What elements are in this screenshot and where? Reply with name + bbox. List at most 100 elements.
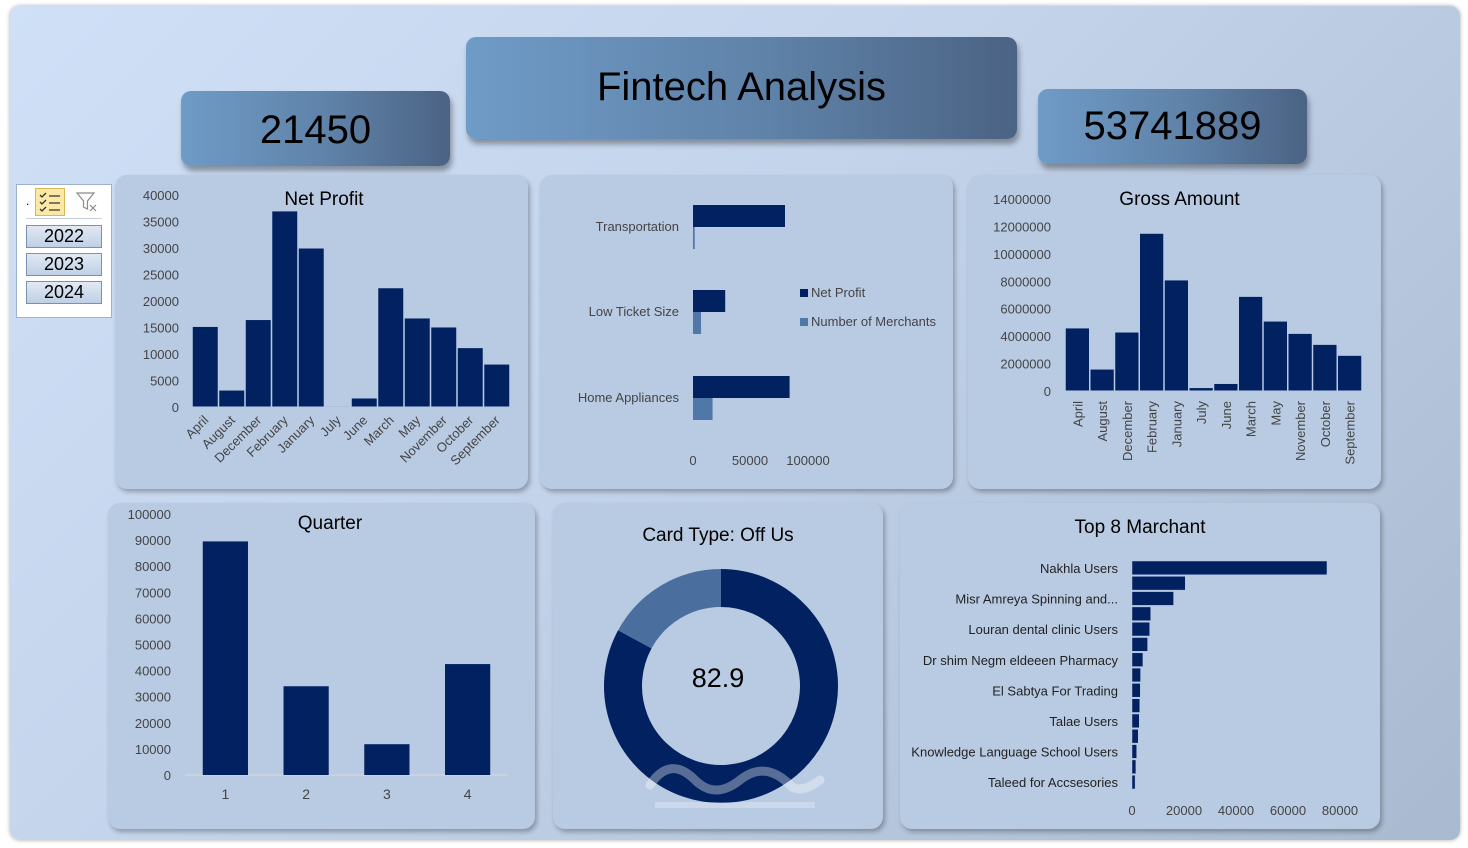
y-tick-label: 4000000	[1000, 329, 1051, 344]
y-tick-label: 5000	[150, 374, 179, 389]
category-label: Dr shim Negm eldeeen Pharmacy	[923, 653, 1119, 668]
card-type-card: Card Type: Off Us 82.9	[553, 503, 883, 829]
x-tick-label: 3	[383, 786, 391, 802]
y-tick-label: 8000000	[1000, 274, 1051, 289]
bar	[1131, 621, 1150, 637]
kpi-gross-amount-value: 53741889	[1083, 104, 1262, 148]
bar	[483, 363, 511, 408]
bar	[1131, 729, 1139, 744]
category-label: Misr Amreya Spinning and...	[955, 592, 1118, 607]
gross-amount-card: Gross Amount 0 2000000 4000000 6000000 80000…	[968, 175, 1381, 489]
y-tick-label: 12000000	[993, 219, 1051, 234]
slicer-divider	[26, 218, 102, 219]
bar	[1188, 387, 1214, 392]
slicer-item-2022[interactable]: 2022	[26, 225, 102, 248]
donut-slice	[618, 569, 722, 649]
y-tick-label: 50000	[135, 638, 171, 653]
y-tick-label: 20000	[143, 294, 179, 309]
quarter-title: Quarter	[297, 513, 363, 534]
year-slicer: . 2022 2023 2024	[16, 184, 112, 318]
y-tick-label: 6000000	[1000, 302, 1051, 317]
y-tick-label: 100000	[128, 507, 171, 522]
category-label: Low Ticket Size	[589, 304, 679, 319]
top-merchants-title: Top 8 Marchant	[1074, 517, 1206, 538]
bar	[1064, 327, 1091, 392]
y-tick-label: 25000	[143, 268, 179, 283]
bar	[403, 317, 431, 408]
slicer-dot: .	[26, 194, 30, 208]
bar	[1089, 368, 1115, 392]
x-tick-label: August	[1095, 401, 1110, 442]
legend-swatch-net-profit	[800, 289, 808, 297]
x-tick-label: March	[361, 413, 397, 449]
x-tick-label: 0	[689, 453, 696, 468]
y-tick-label: 20000	[135, 716, 171, 731]
bar	[1131, 744, 1137, 759]
bar	[1131, 606, 1151, 621]
bar	[191, 325, 219, 408]
slicer-item-2023[interactable]: 2023	[26, 253, 102, 276]
quarter-card: Quarter 0 10000 20000 30000 40000 50000 60000 7…	[108, 503, 535, 829]
donut-center-value: 82.9	[691, 663, 745, 693]
bar	[693, 312, 702, 334]
gross-amount-chart: 0 2000000 4000000 6000000 8000000 10000000 120…	[993, 192, 1363, 465]
bar	[1131, 683, 1141, 698]
bar	[1131, 591, 1174, 606]
title-box: Fintech Analysis	[466, 37, 1017, 139]
legend-swatch-merchants	[800, 318, 808, 326]
x-tick-label: 4	[464, 786, 472, 802]
bar	[693, 376, 790, 398]
y-tick-label: 0	[164, 768, 171, 783]
x-tick-label: 2	[302, 786, 310, 802]
bar	[1131, 713, 1140, 729]
y-tick-label: 40000	[135, 664, 171, 679]
bar	[202, 541, 248, 775]
bar	[693, 205, 785, 227]
x-tick-label: December	[1120, 400, 1135, 461]
bar	[218, 389, 246, 408]
slicer-item-2024[interactable]: 2024	[26, 281, 102, 304]
bar	[1131, 560, 1328, 576]
x-tick-label: February	[1145, 401, 1160, 454]
x-tick-label: 60000	[1270, 803, 1306, 818]
bar	[324, 405, 352, 408]
y-tick-label: 2000000	[1000, 357, 1051, 372]
bar	[1131, 637, 1148, 652]
x-tick-label: May	[1268, 401, 1283, 426]
y-tick-label: 0	[1044, 384, 1051, 399]
bar	[1131, 774, 1136, 790]
category-card: Transportation Low Ticket Size Home Applia…	[540, 175, 953, 489]
bar	[693, 227, 695, 249]
y-tick-label: 30000	[143, 241, 179, 256]
y-tick-label: 10000	[143, 347, 179, 362]
x-tick-label: July	[1194, 401, 1209, 425]
x-tick-label: 1	[221, 786, 229, 802]
bar	[1312, 343, 1338, 392]
bar	[1262, 320, 1289, 392]
bar	[350, 397, 378, 408]
bar	[297, 247, 325, 408]
clear-filter-icon[interactable]	[75, 190, 99, 214]
net-profit-card: Net Profit 0 5000 10000 15000 20000 25000 3000…	[115, 175, 528, 489]
category-chart: Transportation Low Ticket Size Home Applia…	[578, 205, 936, 468]
kpi-gross-amount-box: 53741889	[1038, 89, 1307, 164]
multi-select-icon[interactable]	[35, 188, 65, 216]
category-label: Talae Users	[1049, 714, 1118, 729]
bar	[364, 744, 410, 775]
x-tick-label: October	[1318, 400, 1333, 447]
bar	[1163, 279, 1190, 392]
bar	[1138, 232, 1165, 392]
x-tick-label: September	[1343, 400, 1358, 464]
bar	[1336, 354, 1363, 392]
bar	[456, 347, 484, 408]
category-label: Taleed for Accsesories	[988, 775, 1119, 790]
bar	[1131, 652, 1144, 667]
bar	[430, 326, 458, 408]
y-tick-label: 90000	[135, 533, 171, 548]
x-tick-label: 100000	[786, 453, 829, 468]
x-tick-label: March	[1244, 401, 1259, 437]
donut-slice	[604, 569, 838, 803]
category-label: El Sabtya For Trading	[992, 683, 1118, 698]
x-tick-label: July	[317, 412, 344, 439]
y-tick-label: 10000	[135, 742, 171, 757]
